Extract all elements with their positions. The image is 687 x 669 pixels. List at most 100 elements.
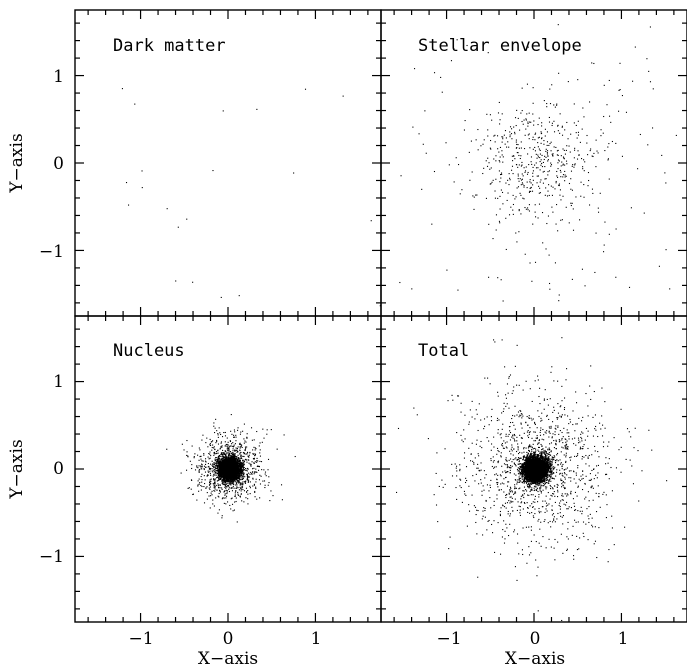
scatter-point — [242, 466, 244, 468]
scatter-point — [224, 435, 227, 437]
scatter-point — [563, 149, 565, 151]
scatter-point — [223, 453, 225, 455]
scatter-point — [542, 182, 544, 184]
scatter-point — [234, 462, 236, 464]
scatter-point — [242, 477, 244, 479]
scatter-point — [210, 492, 212, 494]
scatter-point — [581, 268, 583, 270]
scatter-point — [562, 174, 565, 176]
scatter-point — [507, 192, 509, 194]
scatter-point — [230, 480, 232, 482]
scatter-point — [499, 161, 501, 163]
scatter-point — [221, 462, 223, 464]
scatter-point — [527, 122, 529, 125]
scatter-point — [532, 175, 534, 177]
panel-title: Stellar envelope — [418, 36, 582, 56]
scatter-point — [556, 154, 558, 156]
scatter-point — [571, 202, 573, 204]
scatter-point — [206, 475, 208, 477]
scatter-point — [608, 143, 610, 145]
scatter-point — [517, 152, 519, 154]
scatter-point — [200, 458, 202, 460]
scatter-point — [540, 159, 542, 161]
scatter-point — [264, 471, 267, 473]
scatter-point — [591, 188, 594, 190]
scatter-point — [228, 490, 231, 493]
scatter-point — [212, 444, 214, 446]
scatter-point — [591, 155, 593, 157]
scatter-point — [399, 281, 401, 284]
scatter-point — [243, 464, 245, 466]
scatter-point — [237, 462, 239, 464]
scatter-point — [219, 470, 221, 472]
scatter-point — [270, 429, 272, 431]
scatter-point — [209, 438, 211, 440]
scatter-point — [542, 161, 544, 163]
scatter-point — [248, 455, 250, 457]
scatter-point — [483, 139, 485, 141]
scatter-point — [581, 158, 583, 160]
scatter-point — [223, 477, 225, 479]
scatter-point — [529, 181, 531, 183]
scatter-point — [582, 168, 584, 170]
scatter-point — [204, 458, 207, 460]
scatter-point — [228, 450, 230, 452]
scatter-point — [464, 120, 466, 122]
scatter-point — [225, 445, 227, 447]
scatter-point — [530, 156, 533, 158]
scatter-point — [592, 155, 594, 158]
scatter-point — [226, 459, 228, 461]
scatter-point — [237, 475, 239, 477]
scatter-point — [561, 126, 563, 128]
scatter-point — [213, 466, 215, 468]
scatter-point — [573, 122, 575, 124]
scatter-point — [505, 182, 507, 184]
scatter-point — [223, 479, 225, 481]
scatter-point — [224, 486, 226, 488]
scatter-point — [217, 457, 220, 459]
scatter-point — [532, 166, 534, 168]
scatter-point — [529, 121, 531, 123]
scatter-point — [556, 150, 558, 152]
scatter-point — [487, 129, 489, 131]
scatter-point — [550, 162, 552, 164]
scatter-point — [227, 448, 229, 450]
y-tick-label: 0 — [53, 154, 64, 174]
scatter-point — [207, 470, 209, 472]
scatter-point — [545, 150, 547, 152]
scatter-point — [238, 474, 240, 476]
scatter-point — [573, 166, 575, 168]
scatter-point — [568, 222, 570, 224]
scatter-point — [422, 143, 424, 145]
scatter-point — [441, 91, 443, 93]
scatter-point — [574, 147, 576, 149]
scatter-point — [229, 458, 231, 460]
scatter-point — [570, 133, 572, 135]
scatter-point — [532, 172, 534, 174]
scatter-point — [227, 501, 229, 503]
scatter-point — [637, 168, 639, 170]
scatter-point — [239, 447, 241, 449]
scatter-point — [219, 478, 221, 480]
scatter-point — [543, 170, 545, 172]
scatter-point — [448, 164, 450, 166]
scatter-point — [238, 480, 240, 482]
scatter-point — [557, 176, 559, 178]
scatter-point — [215, 463, 217, 465]
scatter-point — [499, 119, 501, 121]
scatter-point — [450, 60, 453, 62]
scatter-point — [498, 101, 500, 104]
scatter-point — [221, 456, 223, 458]
scatter-point — [494, 141, 496, 143]
scatter-point — [186, 218, 188, 220]
scatter-point — [216, 467, 219, 469]
scatter-point — [228, 452, 230, 454]
scatter-point — [547, 155, 549, 157]
scatter-point — [206, 437, 208, 439]
scatter-point — [215, 457, 217, 459]
scatter-point — [516, 147, 518, 149]
scatter-point — [604, 150, 606, 152]
scatter-point — [221, 461, 223, 463]
scatter-point — [224, 483, 226, 485]
scatter-point — [212, 471, 214, 473]
